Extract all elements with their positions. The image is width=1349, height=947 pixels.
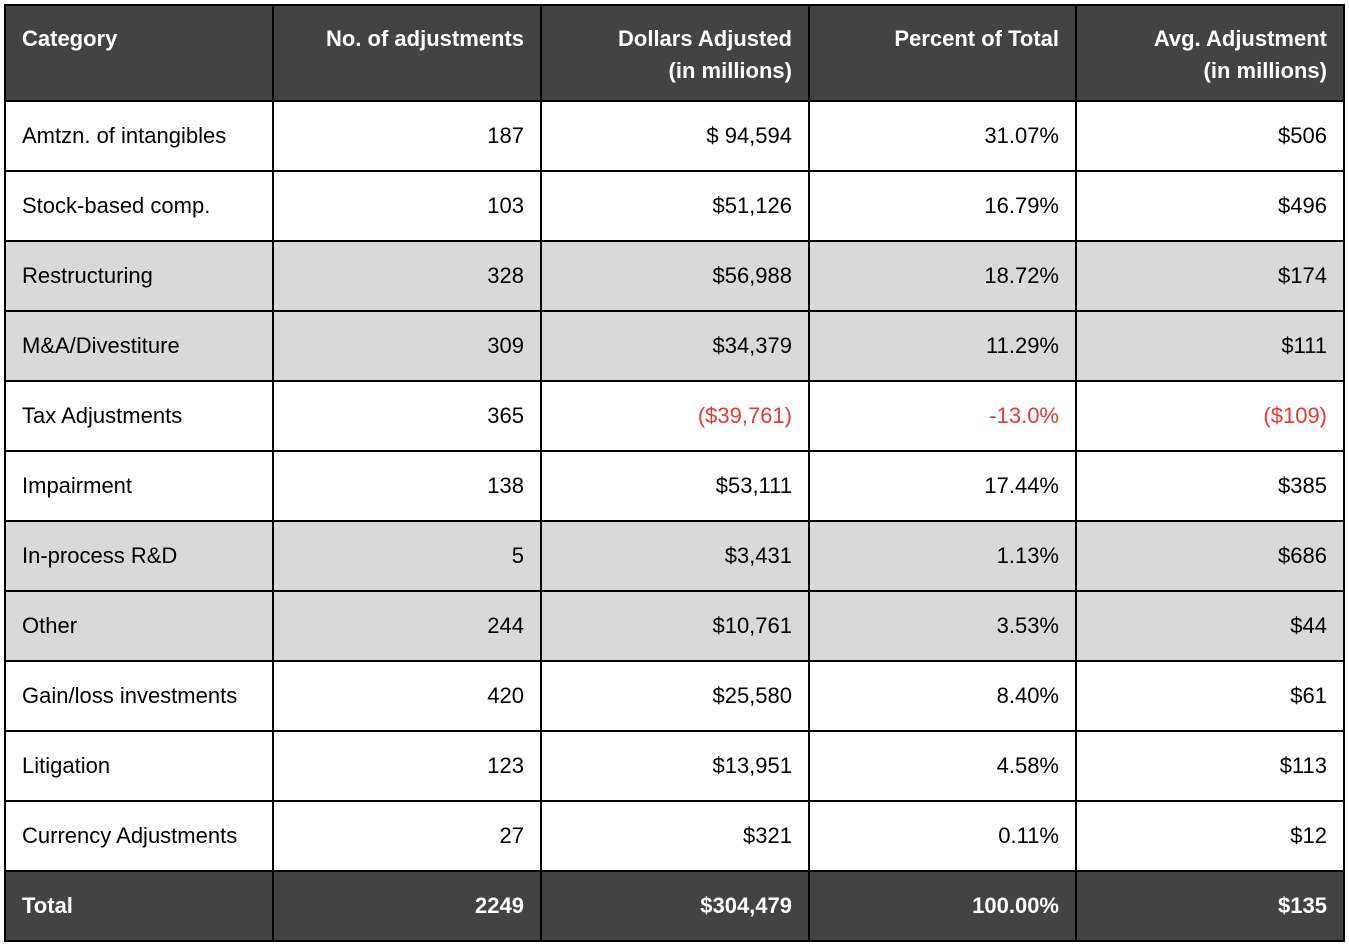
- cell-dollars: $ 94,594: [540, 100, 810, 172]
- cell-avg: $113: [1075, 730, 1345, 802]
- header-category-label: Category: [22, 26, 118, 51]
- header-row: Category No. of adjustments Dollars Adju…: [4, 4, 1345, 102]
- cell-count: 27: [272, 800, 542, 872]
- cell-category: Restructuring: [4, 240, 274, 312]
- header-count: No. of adjustments: [272, 4, 542, 102]
- table-row: Impairment 138 $53,111 17.44% $385: [4, 450, 1345, 522]
- cell-percent: 16.79%: [808, 170, 1077, 242]
- cell-dollars: $321: [540, 800, 810, 872]
- cell-dollars: $10,761: [540, 590, 810, 662]
- cell-avg: $12: [1075, 800, 1345, 872]
- total-row: Total 2249 $304,479 100.00% $135: [4, 870, 1345, 942]
- header-percent-label: Percent of Total: [894, 26, 1059, 51]
- cell-percent: 0.11%: [808, 800, 1077, 872]
- cell-category: In-process R&D: [4, 520, 274, 592]
- cell-category: Tax Adjustments: [4, 380, 274, 452]
- cell-dollars: $51,126: [540, 170, 810, 242]
- cell-percent: 4.58%: [808, 730, 1077, 802]
- cell-category: Gain/loss investments: [4, 660, 274, 732]
- cell-category: Amtzn. of intangibles: [4, 100, 274, 172]
- total-category: Total: [4, 870, 274, 942]
- cell-category: Stock-based comp.: [4, 170, 274, 242]
- header-dollars-unit: (in millions): [668, 58, 792, 83]
- table-row: Tax Adjustments 365 ($39,761) -13.0% ($1…: [4, 380, 1345, 452]
- table-header: Category No. of adjustments Dollars Adju…: [4, 4, 1345, 102]
- cell-percent-negative: -13.0%: [808, 380, 1077, 452]
- cell-dollars: $13,951: [540, 730, 810, 802]
- cell-count: 123: [272, 730, 542, 802]
- table-row: Stock-based comp. 103 $51,126 16.79% $49…: [4, 170, 1345, 242]
- total-percent: 100.00%: [808, 870, 1077, 942]
- cell-count: 138: [272, 450, 542, 522]
- table-row: Currency Adjustments 27 $321 0.11% $12: [4, 800, 1345, 872]
- cell-dollars: $3,431: [540, 520, 810, 592]
- table-row: Amtzn. of intangibles 187 $ 94,594 31.07…: [4, 100, 1345, 172]
- cell-dollars-negative: ($39,761): [540, 380, 810, 452]
- table-row: In-process R&D 5 $3,431 1.13% $686: [4, 520, 1345, 592]
- cell-percent: 8.40%: [808, 660, 1077, 732]
- table-row: Gain/loss investments 420 $25,580 8.40% …: [4, 660, 1345, 732]
- header-category: Category: [4, 4, 274, 102]
- table-body: Amtzn. of intangibles 187 $ 94,594 31.07…: [4, 100, 1345, 872]
- cell-avg-negative: ($109): [1075, 380, 1345, 452]
- cell-percent: 1.13%: [808, 520, 1077, 592]
- cell-category: Litigation: [4, 730, 274, 802]
- cell-avg: $111: [1075, 310, 1345, 382]
- cell-count: 103: [272, 170, 542, 242]
- cell-percent: 11.29%: [808, 310, 1077, 382]
- table-row: M&A/Divestiture 309 $34,379 11.29% $111: [4, 310, 1345, 382]
- cell-category: Impairment: [4, 450, 274, 522]
- header-dollars-label: Dollars Adjusted: [618, 26, 792, 51]
- cell-category: Currency Adjustments: [4, 800, 274, 872]
- cell-count: 187: [272, 100, 542, 172]
- header-avg-unit: (in millions): [1203, 58, 1327, 83]
- cell-count: 420: [272, 660, 542, 732]
- cell-percent: 17.44%: [808, 450, 1077, 522]
- cell-avg: $174: [1075, 240, 1345, 312]
- cell-dollars: $56,988: [540, 240, 810, 312]
- cell-count: 5: [272, 520, 542, 592]
- cell-avg: $44: [1075, 590, 1345, 662]
- cell-percent: 3.53%: [808, 590, 1077, 662]
- header-percent: Percent of Total: [808, 4, 1077, 102]
- cell-count: 309: [272, 310, 542, 382]
- header-avg-label: Avg. Adjustment: [1153, 26, 1327, 51]
- total-avg: $135: [1075, 870, 1345, 942]
- total-dollars: $304,479: [540, 870, 810, 942]
- cell-avg: $506: [1075, 100, 1345, 172]
- cell-avg: $686: [1075, 520, 1345, 592]
- cell-percent: 31.07%: [808, 100, 1077, 172]
- table-row: Litigation 123 $13,951 4.58% $113: [4, 730, 1345, 802]
- cell-count: 365: [272, 380, 542, 452]
- cell-percent: 18.72%: [808, 240, 1077, 312]
- cell-count: 328: [272, 240, 542, 312]
- table-row: Restructuring 328 $56,988 18.72% $174: [4, 240, 1345, 312]
- cell-avg: $496: [1075, 170, 1345, 242]
- cell-category: M&A/Divestiture: [4, 310, 274, 382]
- total-count: 2249: [272, 870, 542, 942]
- cell-dollars: $34,379: [540, 310, 810, 382]
- header-count-label: No. of adjustments: [325, 26, 524, 51]
- cell-avg: $61: [1075, 660, 1345, 732]
- cell-dollars: $25,580: [540, 660, 810, 732]
- header-dollars: Dollars Adjusted (in millions): [540, 4, 810, 102]
- cell-count: 244: [272, 590, 542, 662]
- cell-category: Other: [4, 590, 274, 662]
- header-avg: Avg. Adjustment (in millions): [1075, 4, 1345, 102]
- table-row: Other 244 $10,761 3.53% $44: [4, 590, 1345, 662]
- table-footer: Total 2249 $304,479 100.00% $135: [4, 870, 1345, 942]
- adjustments-table: Category No. of adjustments Dollars Adju…: [4, 4, 1345, 942]
- cell-dollars: $53,111: [540, 450, 810, 522]
- cell-avg: $385: [1075, 450, 1345, 522]
